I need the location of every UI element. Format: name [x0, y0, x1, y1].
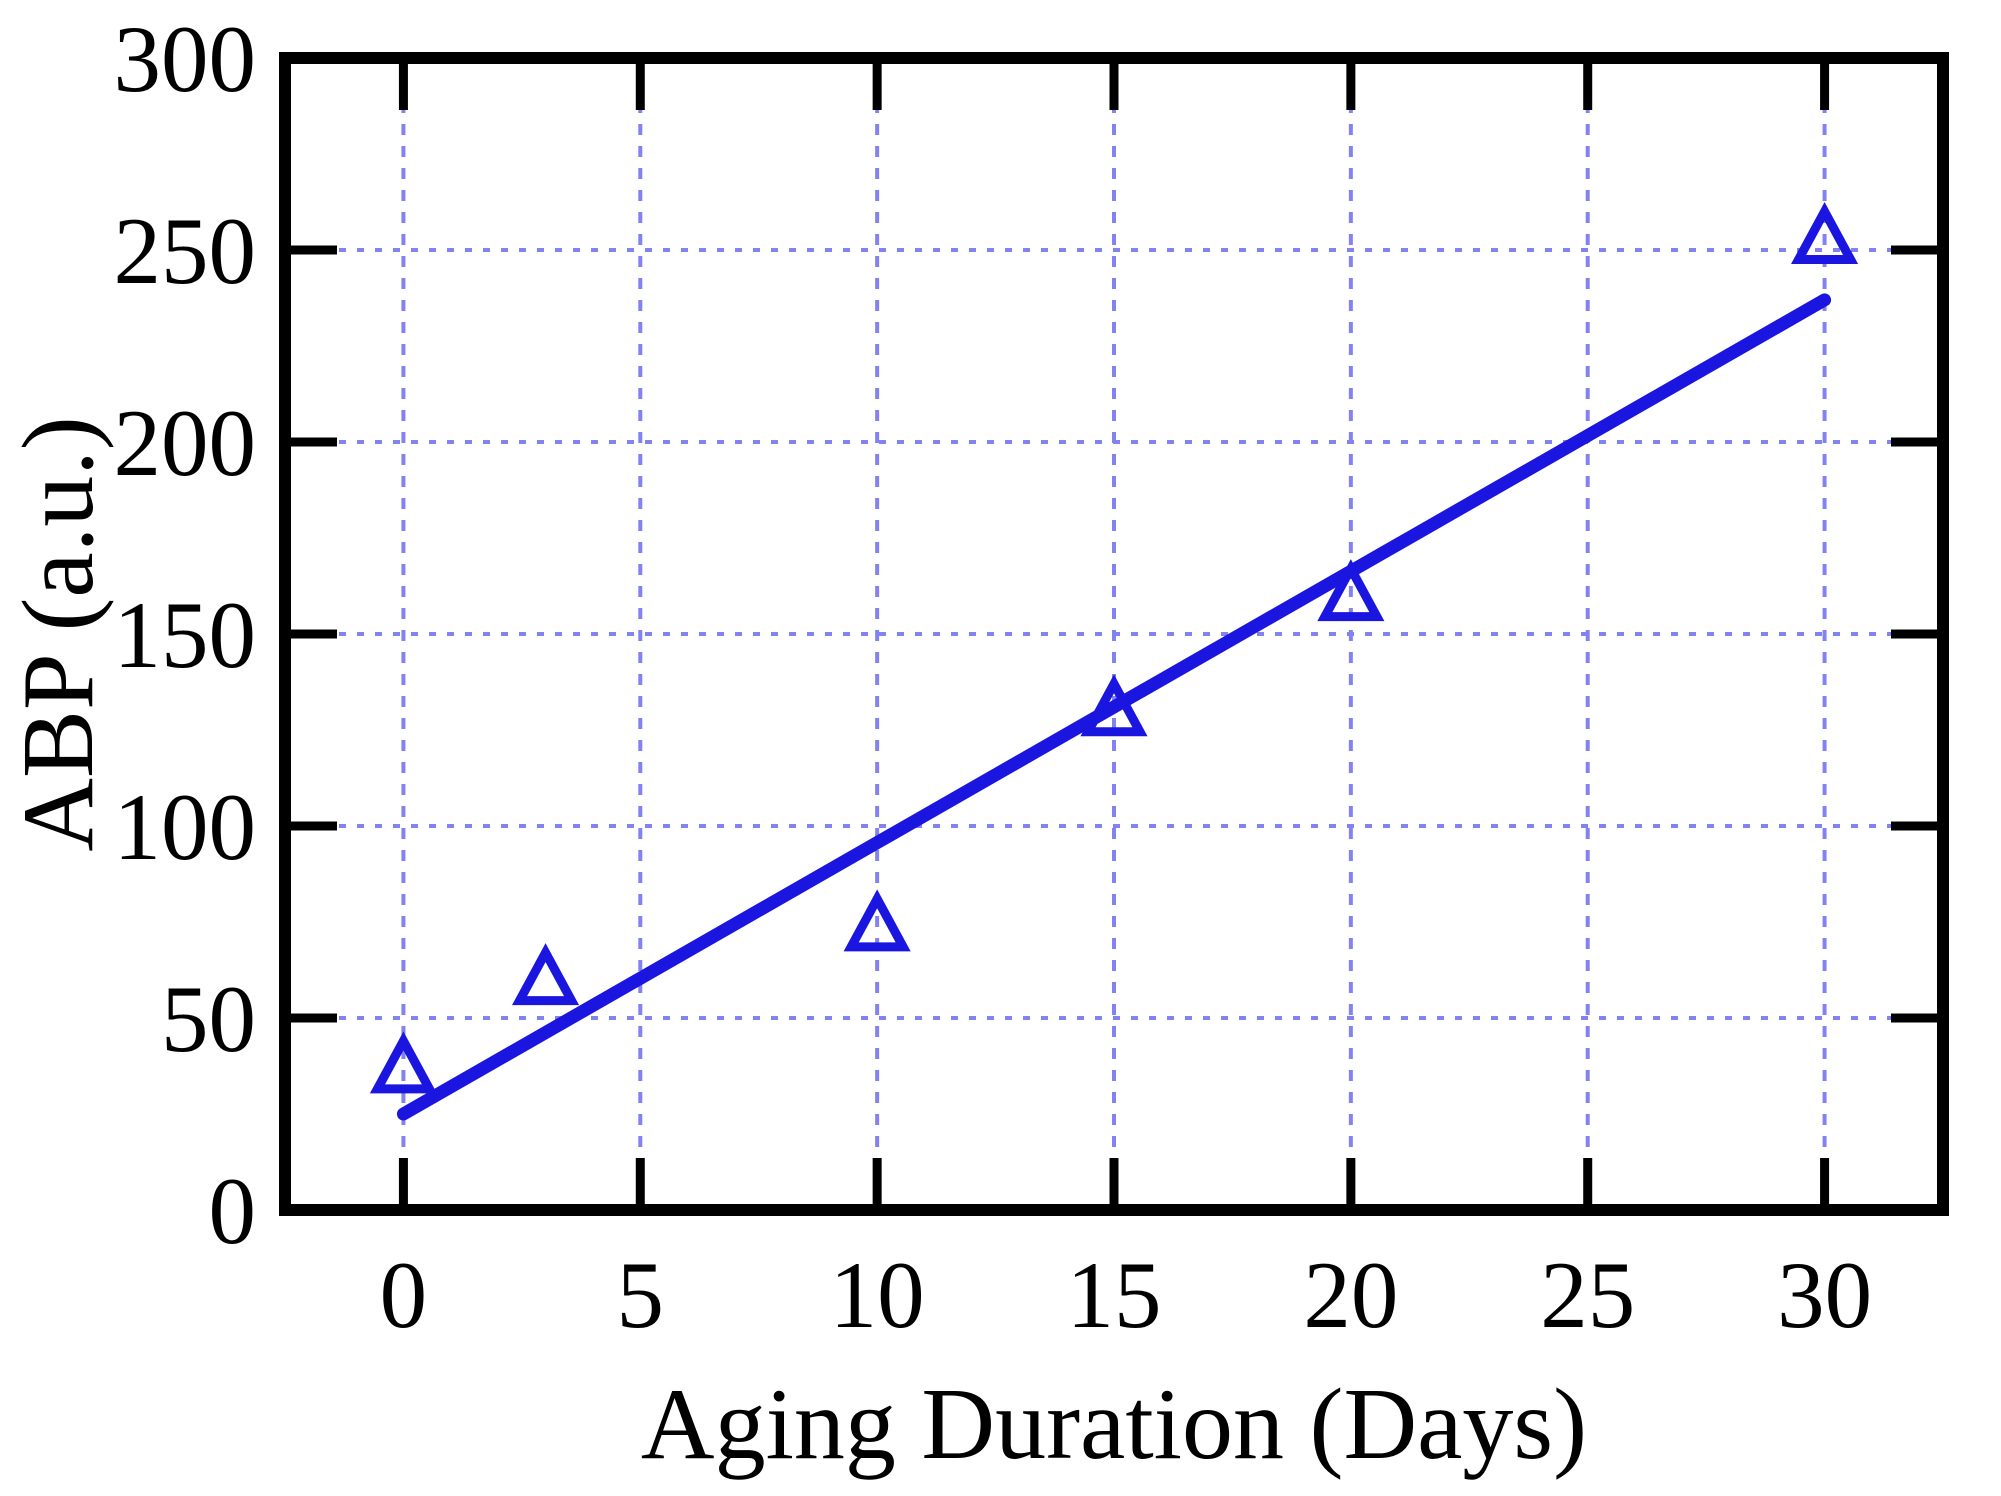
y-axis-label: ABP (a.u.)	[2, 416, 115, 851]
x-tick-label: 20	[1303, 1242, 1398, 1348]
x-axis-label: Aging Duration (Days)	[641, 1368, 1587, 1481]
y-tick-label: 50	[161, 966, 256, 1072]
data-point-triangle	[369, 1031, 437, 1094]
data-point-triangle	[1317, 559, 1385, 622]
x-tick-label: 5	[617, 1242, 665, 1348]
x-tick-label: 0	[380, 1242, 428, 1348]
x-tick-label: 25	[1540, 1242, 1635, 1348]
y-tick-label: 0	[209, 1158, 257, 1264]
data-point-triangle	[1080, 674, 1148, 737]
data-series	[369, 202, 1859, 1121]
y-tick-label: 250	[114, 198, 257, 304]
fit-line	[396, 293, 1832, 1121]
x-tick-label: 30	[1777, 1242, 1872, 1348]
y-tick-label: 150	[114, 582, 257, 688]
data-point-triangle	[511, 943, 580, 1006]
data-point-triangle	[843, 889, 911, 952]
y-tick-label: 200	[114, 390, 257, 496]
y-tick-label: 300	[114, 6, 257, 112]
data-point-triangle	[1791, 202, 1859, 264]
x-tick-label: 10	[830, 1242, 925, 1348]
x-tick-label: 15	[1067, 1242, 1162, 1348]
y-tick-label: 100	[114, 774, 257, 880]
plot-frame-and-ticks	[279, 52, 1949, 1216]
